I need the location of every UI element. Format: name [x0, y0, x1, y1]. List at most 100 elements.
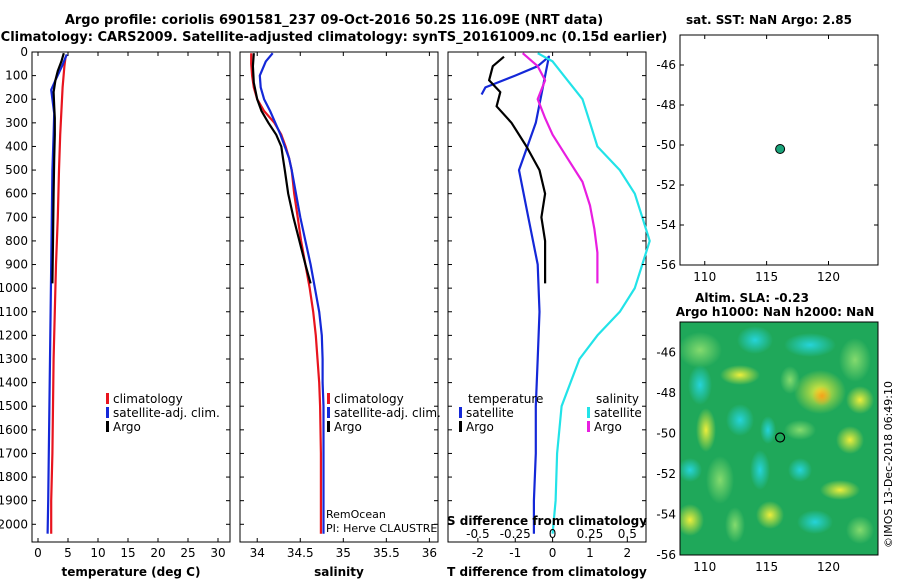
depth-tick-label: 800	[5, 234, 28, 248]
t-difference-xlabel: T difference from climatology	[447, 565, 647, 579]
depth-tick-label: 300	[5, 116, 28, 130]
salinity-series-satellite-adj-clim-	[258, 52, 325, 534]
lon-tick-label: 115	[755, 560, 778, 574]
legend-title-temperature: temperature	[468, 392, 543, 406]
differences-series-t-satellite	[480, 55, 551, 534]
depth-tick-label: 1800	[0, 470, 28, 484]
x-tick-label: 34	[250, 546, 265, 560]
lat-tick-label: -52	[656, 467, 676, 481]
sla-map-title-line2: Argo h1000: NaN h2000: NaN	[676, 305, 875, 319]
figure-title-line1: Argo profile: coriolis 6901581_237 09-Oc…	[65, 13, 603, 28]
legend-label-argo: Argo	[334, 420, 362, 434]
sst-map-frame	[679, 34, 879, 266]
depth-tick-label: 100	[5, 69, 28, 83]
lat-tick-label: -48	[656, 386, 676, 400]
legend-label-s-argo: Argo	[594, 420, 622, 434]
imos-watermark: ©IMOS 13-Dec-2018 06:49:10	[882, 381, 895, 548]
sst-map-title: sat. SST: NaN Argo: 2.85	[686, 13, 852, 27]
depth-tick-label: 200	[5, 92, 28, 106]
lon-tick-label: 110	[693, 560, 716, 574]
x-tick-label: 1	[586, 546, 594, 560]
depth-tick-label: 1200	[0, 328, 28, 342]
depth-tick-label: 1400	[0, 376, 28, 390]
sla-map-frame	[679, 321, 879, 556]
lon-tick-label: 110	[693, 270, 716, 284]
lon-tick-label: 115	[755, 270, 778, 284]
difference-legend: temperature satellite Argo salinity sate…	[459, 392, 642, 434]
legend-swatch-s-argo	[587, 421, 590, 432]
remocean-annotation: RemOcean	[326, 508, 386, 521]
depth-tick-label: 1000	[0, 281, 28, 295]
x-tick-label: 25	[180, 546, 195, 560]
depth-tick-label: 600	[5, 187, 28, 201]
depth-tick-label: 1600	[0, 423, 28, 437]
depth-tick-label: 900	[5, 258, 28, 272]
temperature-xlabel: temperature (deg C)	[62, 565, 201, 579]
lon-tick-label: 120	[817, 270, 840, 284]
differences-series-s-argo	[521, 52, 599, 284]
salinity-series-climatology	[250, 53, 322, 534]
s-tick-label: -0.25	[500, 527, 531, 541]
x-tick-label: 0	[34, 546, 42, 560]
salinity-series-argo	[251, 53, 312, 284]
legend-swatch-t-satellite	[459, 407, 462, 418]
legend-label-t-satellite: satellite	[466, 406, 514, 420]
sla-heatmap	[680, 322, 878, 555]
legend-swatch-climatology	[106, 393, 109, 404]
legend-label-satellite: satellite-adj. clim.	[113, 406, 220, 420]
s-tick-label: 0.5	[618, 527, 637, 541]
depth-tick-label: 700	[5, 210, 28, 224]
x-tick-label: 10	[90, 546, 105, 560]
x-tick-label: 36	[422, 546, 437, 560]
lat-tick-label: -50	[656, 138, 676, 152]
lat-tick-label: -50	[656, 426, 676, 440]
s-tick-label: -0.5	[466, 527, 489, 541]
s-tick-label: 0	[549, 527, 557, 541]
legend-swatch-argo	[106, 421, 109, 432]
x-tick-label: 20	[150, 546, 165, 560]
pi-annotation: PI: Herve CLAUSTRE	[326, 522, 437, 535]
lat-tick-label: -56	[656, 258, 676, 272]
legend-label-climatology: climatology	[334, 392, 404, 406]
lat-tick-label: -54	[656, 507, 676, 521]
difference-axes-frame	[447, 51, 647, 543]
depth-tick-label: 500	[5, 163, 28, 177]
lat-tick-label: -54	[656, 218, 676, 232]
depth-tick-label: 1500	[0, 399, 28, 413]
legend-swatch-climatology	[327, 393, 330, 404]
depth-tick-label: 2000	[0, 517, 28, 531]
salinity-legend: climatology satellite-adj. clim. Argo	[327, 392, 441, 434]
lat-tick-label: -46	[656, 345, 676, 359]
temperature-axes-frame	[31, 51, 231, 543]
legend-swatch-satellite	[106, 407, 109, 418]
x-tick-label: 35.5	[373, 546, 400, 560]
legend-title-salinity: salinity	[596, 392, 639, 406]
depth-tick-label: 1100	[0, 305, 28, 319]
sla-argo-location-marker	[775, 432, 786, 443]
legend-swatch-satellite	[327, 407, 330, 418]
differences-series-t-argo	[488, 55, 547, 284]
x-tick-label: -1	[509, 546, 521, 560]
x-tick-label: 2	[624, 546, 632, 560]
sla-map-title-line1: Altim. SLA: -0.23	[695, 291, 809, 305]
temperature-legend: climatology satellite-adj. clim. Argo	[106, 392, 220, 434]
depth-tick-label: 1700	[0, 446, 28, 460]
x-tick-label: 15	[120, 546, 135, 560]
depth-tick-label: 0	[20, 45, 28, 59]
sst-argo-location-marker	[775, 144, 786, 154]
lon-tick-label: 120	[817, 560, 840, 574]
temperature-series-satellite-adj-clim-	[46, 53, 68, 534]
legend-label-t-argo: Argo	[466, 420, 494, 434]
depth-tick-label: 400	[5, 139, 28, 153]
salinity-axes-frame	[239, 51, 439, 543]
depth-tick-label: 1300	[0, 352, 28, 366]
x-tick-label: -2	[472, 546, 484, 560]
depth-tick-label: 1900	[0, 494, 28, 508]
x-tick-label: 34.5	[287, 546, 314, 560]
x-tick-label: 30	[210, 546, 225, 560]
x-tick-label: 5	[64, 546, 72, 560]
figure-title-line2: Climatology: CARS2009. Satellite-adjuste…	[1, 30, 668, 45]
lat-tick-label: -52	[656, 178, 676, 192]
x-tick-label: 35	[336, 546, 351, 560]
